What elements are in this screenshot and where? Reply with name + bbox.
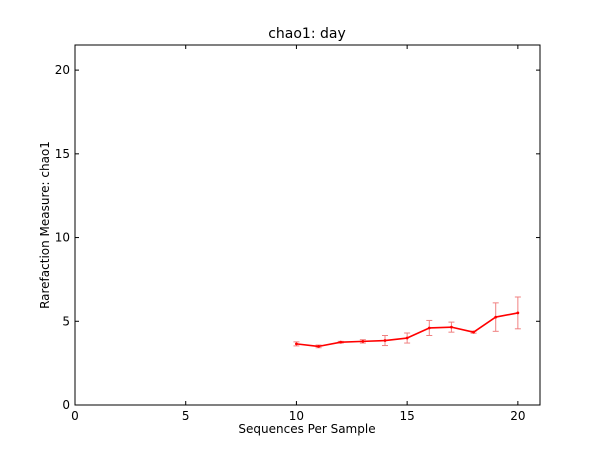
series-group: [295, 311, 520, 348]
tick-labels-group: 0 5 10 15 20 0 5 10 15 20: [55, 63, 526, 423]
data-point: [383, 339, 387, 342]
y-tick-label: 10: [55, 231, 70, 245]
y-axis-label: Rarefaction Measure: chao1: [38, 141, 52, 309]
y-tick-label: 5: [62, 314, 70, 328]
ticks-group: [74, 45, 540, 406]
data-point: [339, 340, 343, 344]
chart-title: chao1: day: [268, 26, 346, 42]
data-point: [472, 330, 475, 334]
data-point: [405, 336, 409, 340]
data-point: [361, 339, 365, 343]
data-point: [450, 325, 453, 329]
data-point: [494, 315, 498, 319]
data-point: [317, 344, 320, 348]
x-tick-label: 15: [400, 409, 415, 423]
data-point: [427, 326, 431, 330]
y-tick-label: 0: [62, 398, 70, 412]
x-tick-label: 0: [71, 409, 79, 423]
y-tick-label: 20: [55, 63, 70, 77]
data-point: [516, 311, 520, 315]
plot-frame: [74, 44, 541, 406]
x-axis-label: Sequences Per Sample: [238, 422, 375, 436]
data-point: [295, 342, 298, 346]
x-tick-label: 10: [289, 409, 304, 423]
x-tick-label: 5: [182, 409, 190, 423]
y-tick-label: 15: [55, 147, 70, 161]
x-tick-label: 20: [510, 409, 525, 423]
